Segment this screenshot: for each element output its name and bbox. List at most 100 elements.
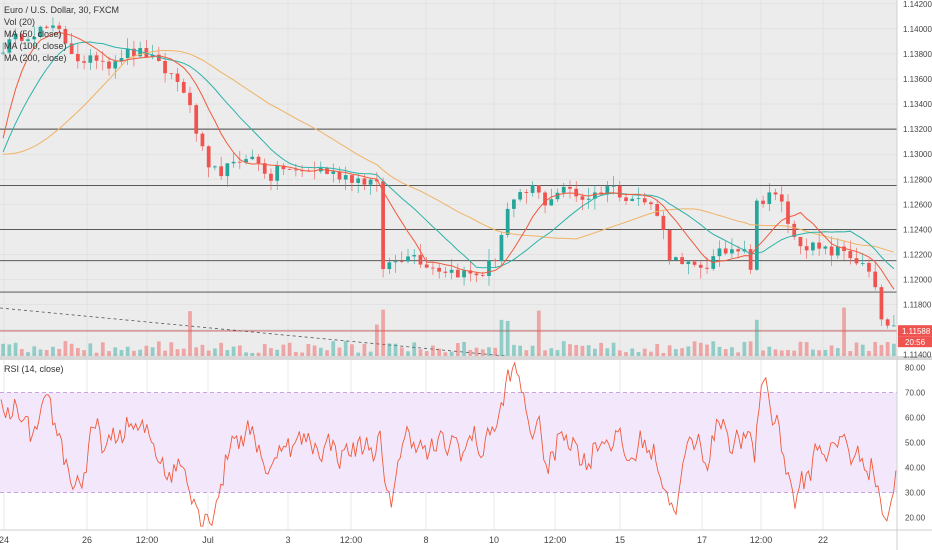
time-axis-labels[interactable]: 24 26 12:00 Jul 3 12:00 8 10 12:00 15 17 12:00 22: [0, 535, 828, 545]
candle-body: [262, 163, 267, 174]
pane-separator[interactable]: [0, 356, 932, 360]
volume-bar: [711, 341, 716, 356]
volume-bar: [761, 350, 765, 356]
volume-bar: [449, 351, 454, 356]
candle-body: [418, 255, 423, 265]
volume-bar: [294, 351, 298, 356]
candle-body: [125, 48, 130, 59]
rsi-tick-label: 80.00: [905, 364, 926, 373]
candle-body: [811, 242, 815, 251]
candle-body: [44, 26, 49, 28]
volume-bar: [779, 350, 784, 356]
volume-bar: [487, 347, 491, 356]
rsi-title[interactable]: RSI (14, close): [4, 364, 64, 374]
legend-ma200[interactable]: MA (200, close): [4, 53, 67, 63]
volume-bar: [854, 342, 859, 356]
candle-body: [63, 29, 68, 44]
volume-bar: [44, 350, 49, 356]
volume-bar: [829, 345, 834, 356]
volume-bar: [705, 344, 709, 356]
candle-body: [75, 53, 80, 62]
volume-bar: [213, 348, 217, 356]
price-tick-label: 1.12000: [903, 276, 932, 285]
volume-bar: [730, 347, 734, 356]
candle-body: [636, 198, 641, 200]
volume-bar: [524, 350, 529, 356]
candle-body: [7, 39, 12, 53]
volume-bar: [499, 319, 504, 356]
candles: [1, 17, 896, 329]
candle-body: [792, 223, 797, 237]
price-tick-label: 1.13200: [903, 125, 932, 134]
price-tick-label: 1.13000: [903, 150, 932, 159]
candle-body: [873, 271, 878, 288]
volume-bar: [150, 347, 155, 356]
volume-bar: [318, 347, 323, 356]
candle-body: [38, 26, 43, 37]
volume-bar: [462, 341, 466, 356]
volume-bar: [892, 343, 896, 356]
legend-ma50[interactable]: MA (50, close): [4, 29, 62, 39]
volume-bar: [26, 352, 30, 356]
volume-bar: [804, 342, 809, 356]
volume-bar: [543, 350, 547, 356]
candle-body: [100, 60, 105, 62]
volume-bar: [412, 342, 417, 356]
volume-bar: [51, 346, 55, 356]
volume-bar: [237, 345, 242, 356]
candle-body: [754, 200, 759, 270]
symbol-title[interactable]: Euro / U.S. Dollar, 30, FXCM: [4, 5, 120, 15]
candle-body: [493, 260, 498, 262]
rsi-guide-lines: [0, 392, 897, 493]
price-tick-label: 1.13600: [903, 75, 932, 84]
legend-ma100[interactable]: MA (100, close): [4, 41, 67, 51]
current-price-label: 1.11588: [902, 327, 931, 336]
volume-bar: [536, 310, 541, 356]
candle-body: [568, 186, 572, 189]
candle-body: [786, 201, 790, 224]
price-tick-label: 1.11400: [903, 351, 932, 360]
legend-vol[interactable]: Vol (20): [4, 17, 36, 27]
candle-body: [879, 287, 884, 320]
volume-bar: [512, 344, 516, 356]
volume-bar: [57, 348, 62, 356]
price-tick-label: 1.12400: [903, 225, 932, 234]
volume-bar: [480, 349, 485, 356]
candle-body: [443, 271, 448, 273]
candle-body: [798, 236, 803, 247]
volume-bar: [144, 345, 149, 356]
candle-body: [163, 60, 167, 74]
rsi-axis-labels[interactable]: 80.00 70.00 60.00 50.00 40.00 30.00 20.00: [905, 364, 926, 523]
volume-bar: [549, 348, 554, 356]
rsi-tick-label: 40.00: [905, 464, 926, 473]
price-axis-labels[interactable]: 1.14200 1.14000 1.13800 1.13600 1.13400 1.132…: [903, 0, 932, 360]
volume-bar: [219, 342, 224, 356]
candle-body: [455, 269, 460, 278]
candle-body: [617, 185, 622, 198]
volume-bar: [723, 349, 728, 356]
volume-bar: [474, 347, 479, 356]
volume-bar: [873, 341, 878, 356]
volume-bar: [860, 344, 865, 356]
price-tick-label: 1.13400: [903, 100, 932, 109]
candle-body: [343, 175, 348, 180]
candle-body: [356, 178, 361, 183]
trend-line[interactable]: [0, 307, 506, 357]
candle-body: [1, 52, 5, 54]
candle-body: [692, 261, 697, 265]
volume-bar: [823, 349, 828, 356]
price-tick-label: 1.13800: [903, 50, 932, 59]
volume-bar: [754, 319, 759, 356]
volume-bar: [748, 341, 753, 356]
volume-bar: [786, 350, 790, 356]
candle-body: [667, 230, 672, 261]
candle-body: [181, 81, 186, 93]
volume-bar: [119, 349, 124, 356]
candle-body: [518, 192, 523, 200]
volume-bar: [773, 349, 778, 356]
volume-bar: [38, 349, 43, 356]
volume-bar: [331, 341, 336, 356]
candle-body: [138, 48, 143, 57]
candle-body: [823, 246, 828, 249]
